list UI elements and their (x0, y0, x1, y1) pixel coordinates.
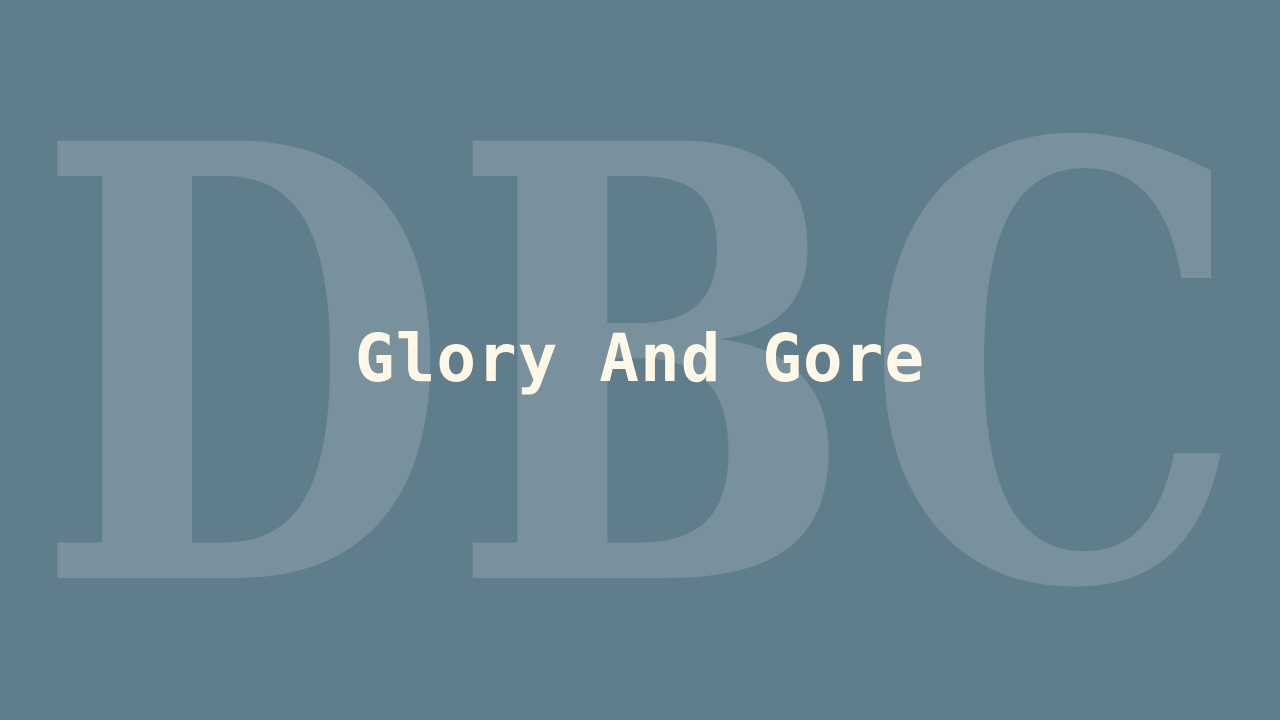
page-title: Glory And Gore (354, 319, 926, 397)
watermark-letters: DBC (35, 15, 1245, 720)
